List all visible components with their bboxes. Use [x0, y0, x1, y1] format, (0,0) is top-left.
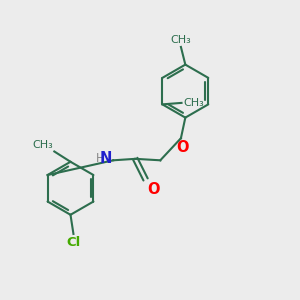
Text: CH₃: CH₃ [170, 35, 191, 46]
Text: CH₃: CH₃ [32, 140, 53, 150]
Text: CH₃: CH₃ [183, 98, 204, 108]
Text: O: O [176, 140, 189, 155]
Text: H: H [96, 152, 105, 165]
Text: Cl: Cl [66, 236, 81, 249]
Text: N: N [99, 151, 112, 166]
Text: O: O [147, 182, 160, 197]
